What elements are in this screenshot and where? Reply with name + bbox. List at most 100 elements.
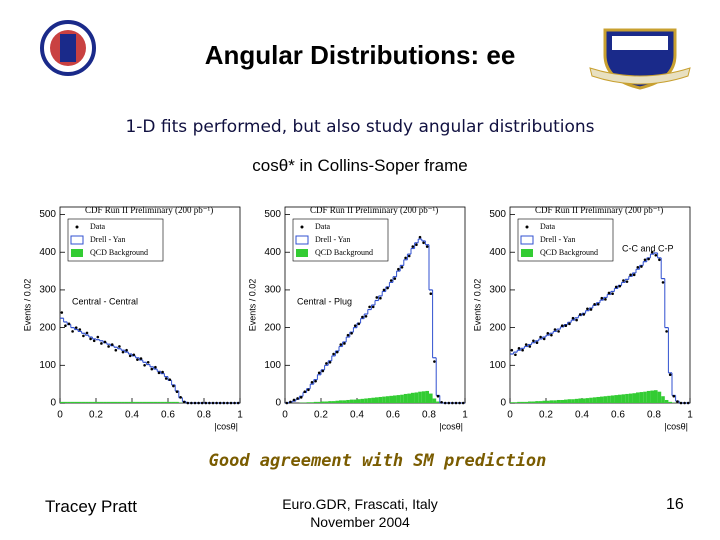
qcd-bar <box>313 401 318 403</box>
chart-title: CDF Run II Preliminary (200 pb⁻¹) <box>535 205 663 215</box>
qcd-bar <box>110 401 114 403</box>
qcd-bar <box>585 398 590 403</box>
data-point <box>407 254 411 258</box>
legend-box <box>67 218 164 262</box>
legend-label: Drell - Yan <box>540 235 575 244</box>
y-tick-label: 200 <box>489 322 506 333</box>
body-line: cosθ* in Collins-Soper frame <box>252 156 468 175</box>
x-tick-label: 0.8 <box>422 410 436 421</box>
qcd-bar <box>321 401 325 403</box>
data-point <box>425 245 429 248</box>
qcd-bar <box>535 401 539 403</box>
y-axis-label: Events / 0.02 <box>247 279 257 332</box>
qcd-bar <box>324 401 329 403</box>
qcd-bar <box>342 400 347 403</box>
qcd-bar <box>564 399 568 403</box>
qcd-bar <box>436 401 440 403</box>
data-point <box>139 357 143 360</box>
qcd-bar <box>306 402 311 403</box>
data-point <box>582 313 586 316</box>
data-point <box>92 339 96 343</box>
data-point <box>361 315 364 319</box>
data-point <box>208 401 211 405</box>
x-tick-label: 0.4 <box>350 410 364 421</box>
data-point <box>317 371 321 375</box>
qcd-bar <box>657 391 662 403</box>
qcd-bar <box>346 399 350 403</box>
data-point <box>353 324 357 328</box>
qcd-bar <box>81 401 86 403</box>
data-point <box>364 315 368 318</box>
qcd-bar <box>106 401 111 403</box>
x-tick-label: 0.6 <box>161 410 175 421</box>
data-point <box>517 347 521 350</box>
data-point <box>578 313 582 316</box>
data-point <box>411 245 415 248</box>
qcd-bar <box>132 401 136 403</box>
data-point <box>661 281 665 284</box>
qcd-bar <box>328 401 332 403</box>
qcd-bar <box>114 401 118 403</box>
data-point <box>100 342 103 345</box>
y-tick-label: 0 <box>50 398 56 409</box>
data-point <box>596 302 600 306</box>
data-point <box>415 243 418 246</box>
charts: CDF Run II Preliminary (200 pb⁻¹) Events … <box>22 205 693 431</box>
qcd-bar <box>421 391 426 403</box>
data-point <box>586 307 589 311</box>
qcd-bar <box>317 401 321 403</box>
qcd-bar <box>164 401 168 403</box>
data-point <box>393 277 397 280</box>
data-point <box>458 401 461 405</box>
data-point <box>379 296 382 300</box>
y-tick-label: 0 <box>275 398 281 409</box>
legend-swatch <box>295 235 309 245</box>
data-point <box>154 365 157 369</box>
chart-title: CDF Run II Preliminary (200 pb⁻¹) <box>85 205 213 215</box>
x-tick-label: 0 <box>57 410 63 421</box>
qcd-bar <box>339 400 343 403</box>
qcd-bar <box>146 401 150 403</box>
y-tick-label: 200 <box>264 322 281 333</box>
data-point <box>686 401 690 405</box>
data-point <box>672 394 676 398</box>
data-point <box>600 296 604 300</box>
qcd-bar <box>614 395 618 403</box>
data-point <box>454 401 458 405</box>
data-point <box>524 343 528 346</box>
legend-label: Data <box>315 222 331 231</box>
data-point <box>589 308 593 311</box>
data-point <box>418 235 422 239</box>
qcd-bar <box>124 401 129 403</box>
data-point <box>78 328 82 331</box>
qcd-bar <box>510 402 514 403</box>
data-point <box>168 378 172 381</box>
qcd-bar <box>639 392 644 403</box>
data-point <box>299 396 303 399</box>
qcd-bar <box>549 400 554 403</box>
x-tick-label: 0 <box>507 410 513 421</box>
qcd-bar <box>607 395 611 403</box>
legend-swatch <box>525 225 529 229</box>
legend-swatch <box>300 225 304 229</box>
qcd-bar <box>357 399 361 403</box>
data-point <box>371 305 375 309</box>
y-tick-label: 100 <box>39 360 56 371</box>
data-point <box>568 322 571 326</box>
data-point <box>103 340 107 344</box>
data-point <box>211 401 215 405</box>
annotation: Central - Central <box>72 296 138 306</box>
y-tick-label: 500 <box>264 209 281 220</box>
qcd-bar <box>128 401 132 403</box>
data-point <box>665 330 668 333</box>
qcd-bar <box>364 398 368 403</box>
y-tick-label: 300 <box>264 285 281 296</box>
data-point <box>343 342 346 345</box>
data-point <box>233 401 236 405</box>
data-point <box>335 350 339 354</box>
data-point <box>157 371 161 375</box>
legend-swatch <box>71 249 83 257</box>
x-tick-label: 0.2 <box>314 410 328 421</box>
data-point <box>658 258 661 262</box>
data-point <box>82 334 85 338</box>
